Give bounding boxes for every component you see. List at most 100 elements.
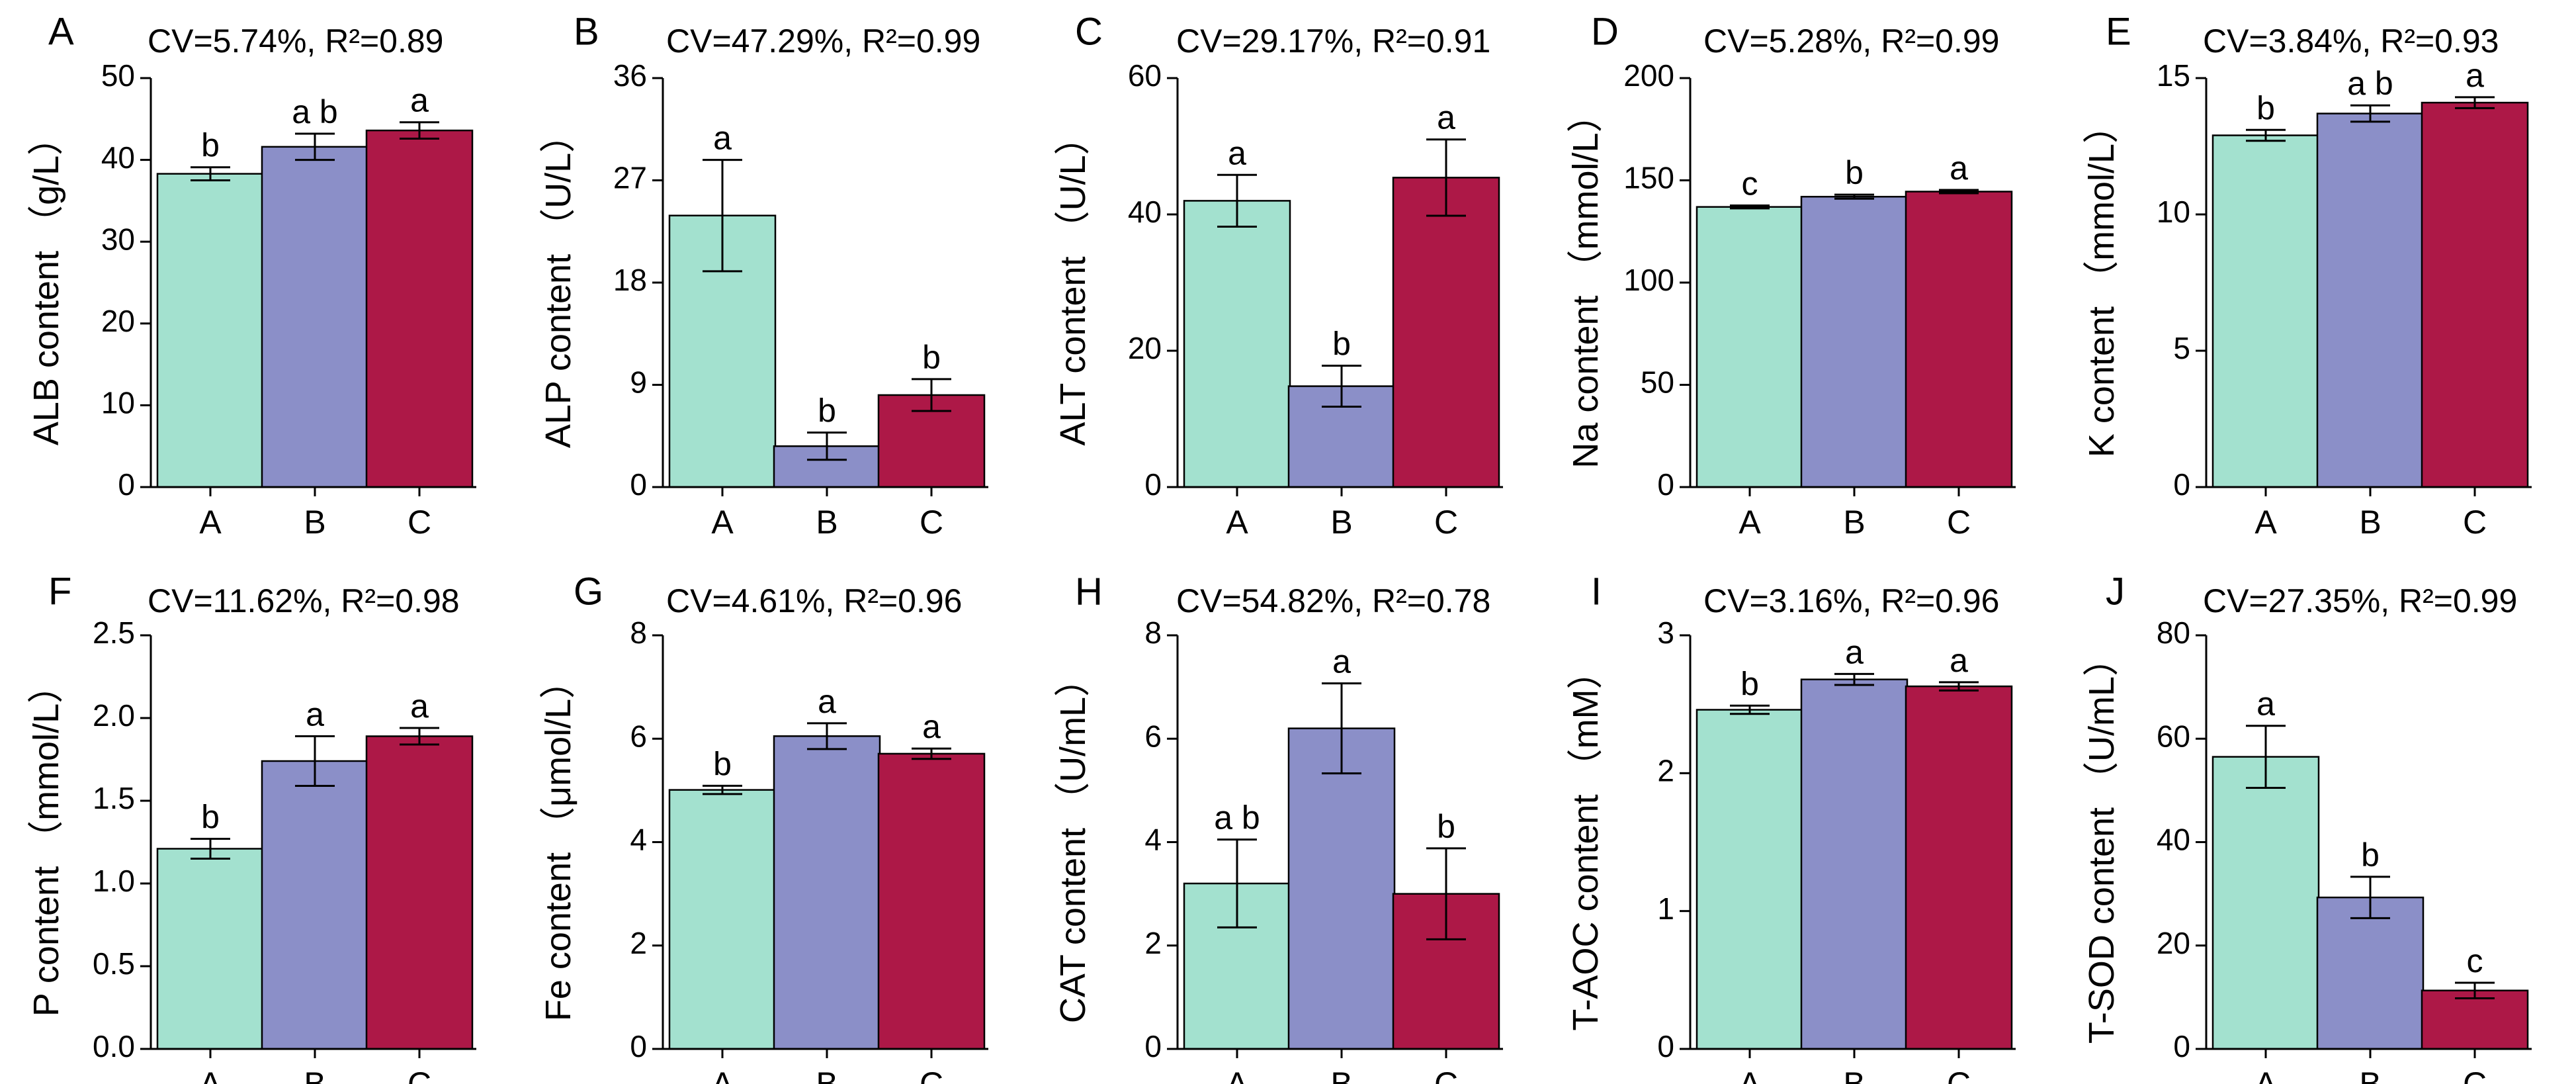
- x-tick-label-i-a: A: [1739, 1065, 1761, 1084]
- bar-d-a: [1696, 206, 1804, 488]
- y-tick-label-h: 8: [1144, 615, 1162, 650]
- y-tick-label-d: 50: [1641, 365, 1674, 400]
- y-tick-label-c: 40: [1128, 195, 1162, 229]
- significance-letter-i-a: b: [1740, 665, 1759, 702]
- x-tick-label-d-a: A: [1739, 504, 1761, 541]
- x-tick-label-c-b: B: [1330, 504, 1352, 541]
- bar-i-a: [1696, 709, 1804, 1050]
- y-tick-label-d: 100: [1623, 263, 1674, 297]
- y-tick-label-b: 9: [630, 365, 647, 400]
- y-tick-label-f: 0.5: [93, 946, 135, 981]
- y-tick-label-a: 30: [101, 222, 135, 256]
- x-tick-label-a-c: C: [408, 504, 431, 541]
- y-tick-label-f: 2.5: [93, 615, 135, 650]
- x-tick-label-d-b: B: [1843, 504, 1865, 541]
- x-tick-label-f-a: A: [199, 1065, 222, 1084]
- x-tick-label-g-a: A: [711, 1065, 734, 1084]
- y-tick-label-f: 1.0: [93, 864, 135, 898]
- x-tick-label-a-a: A: [199, 504, 222, 541]
- significance-letter-b-c: b: [922, 339, 941, 376]
- bar-a-a: [156, 173, 265, 488]
- y-tick-label-j: 20: [2157, 926, 2190, 960]
- stats-title-b: CV=47.29%, R²=0.99: [666, 23, 980, 60]
- y-tick-label-c: 20: [1128, 331, 1162, 365]
- significance-letter-j-c: c: [2467, 942, 2483, 979]
- bar-e-a: [2211, 134, 2320, 488]
- bar-c-c: [1392, 177, 1500, 488]
- x-tick-label-h-b: B: [1330, 1065, 1352, 1084]
- stats-title-c: CV=29.17%, R²=0.91: [1176, 23, 1490, 60]
- panel-letter-h: H: [1075, 570, 1103, 613]
- x-tick-label-h-a: A: [1226, 1065, 1248, 1084]
- y-tick-label-i: 1: [1657, 891, 1674, 926]
- panel-letter-c: C: [1075, 10, 1103, 53]
- x-tick-label-b-a: A: [711, 504, 734, 541]
- y-tick-label-h: 0: [1144, 1029, 1162, 1063]
- bar-f-b: [261, 760, 369, 1050]
- significance-letter-c-a: a: [1228, 134, 1246, 171]
- panel-letter-b: B: [574, 10, 599, 53]
- y-axis-title-e: K content （mmol/L）: [2082, 108, 2122, 457]
- stats-title-g: CV=4.61%, R²=0.96: [666, 582, 963, 619]
- bar-j-c: [2421, 989, 2529, 1050]
- y-axis-title-h: CAT content （U/mL）: [1053, 661, 1093, 1023]
- x-tick-label-i-b: B: [1843, 1065, 1865, 1084]
- y-tick-label-e: 5: [2173, 331, 2190, 365]
- y-tick-label-c: 60: [1128, 58, 1162, 93]
- y-axis-title-j: T-SOD content （U/mL）: [2082, 641, 2122, 1044]
- significance-letter-a-c: a: [410, 82, 429, 119]
- y-tick-label-j: 40: [2157, 823, 2190, 857]
- panel-letter-d: D: [1591, 10, 1619, 53]
- y-axis-title-a: ALB content （g/L）: [26, 120, 66, 445]
- y-tick-label-j: 0: [2173, 1029, 2190, 1063]
- x-tick-label-c-c: C: [1434, 504, 1458, 541]
- significance-letter-d-c: a: [1950, 150, 1968, 187]
- y-tick-label-h: 6: [1144, 719, 1162, 753]
- y-axis-title-c: ALT content （U/L）: [1053, 119, 1093, 445]
- y-tick-label-a: 0: [118, 467, 135, 502]
- y-tick-label-g: 2: [630, 926, 647, 960]
- stats-title-a: CV=5.74%, R²=0.89: [148, 23, 444, 60]
- y-tick-label-e: 10: [2157, 195, 2190, 229]
- y-axis-title-b: ALP content （U/L）: [538, 117, 578, 448]
- y-tick-label-g: 0: [630, 1029, 647, 1063]
- panel-letter-i: I: [1591, 570, 1602, 613]
- y-tick-label-d: 150: [1623, 161, 1674, 195]
- y-tick-label-h: 2: [1144, 926, 1162, 960]
- x-tick-label-j-a: A: [2254, 1065, 2277, 1084]
- panel-letter-a: A: [48, 10, 74, 53]
- x-tick-label-e-c: C: [2463, 504, 2487, 541]
- stats-title-j: CV=27.35%, R²=0.99: [2203, 582, 2517, 619]
- y-tick-label-b: 27: [613, 161, 647, 195]
- significance-letter-h-c: b: [1437, 808, 1455, 845]
- significance-letter-g-c: a: [922, 708, 941, 745]
- panel-letter-j: J: [2106, 570, 2125, 613]
- significance-letter-j-a: a: [2256, 686, 2275, 723]
- y-tick-label-d: 200: [1623, 58, 1674, 93]
- y-tick-label-g: 8: [630, 615, 647, 650]
- y-tick-label-b: 36: [613, 58, 647, 93]
- significance-letter-d-b: b: [1845, 154, 1864, 191]
- significance-letter-a-a: b: [201, 127, 220, 164]
- significance-letter-c-b: b: [1332, 326, 1351, 363]
- y-tick-label-a: 40: [101, 140, 135, 175]
- bar-d-c: [1905, 191, 2013, 488]
- y-tick-label-a: 10: [101, 386, 135, 420]
- x-tick-label-b-b: B: [816, 504, 837, 541]
- bar-g-a: [668, 789, 777, 1050]
- bar-f-a: [156, 848, 265, 1050]
- x-tick-label-j-c: C: [2463, 1065, 2487, 1084]
- significance-letter-f-c: a: [410, 688, 429, 725]
- x-tick-label-f-c: C: [408, 1065, 431, 1084]
- stats-title-d: CV=5.28%, R²=0.99: [1703, 23, 2000, 60]
- bar-h-b: [1287, 727, 1396, 1050]
- x-tick-label-a-b: B: [304, 504, 325, 541]
- y-axis-title-i: T-AOC content （mM）: [1566, 653, 1606, 1030]
- bar-a-c: [365, 129, 474, 488]
- y-tick-label-j: 60: [2157, 719, 2190, 753]
- x-tick-label-i-c: C: [1947, 1065, 1971, 1084]
- y-tick-label-e: 0: [2173, 467, 2190, 502]
- y-tick-label-e: 15: [2157, 58, 2190, 93]
- significance-letter-j-b: b: [2361, 836, 2380, 874]
- bar-g-c: [877, 752, 986, 1050]
